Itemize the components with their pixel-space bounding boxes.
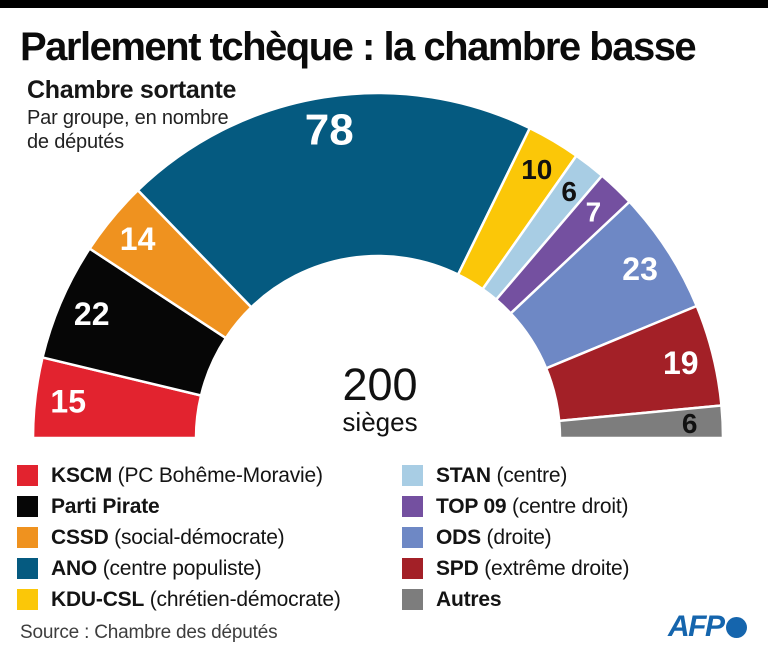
segment-value-kscm: 15 (50, 383, 86, 419)
segment-value-kdu-csl: 10 (521, 154, 552, 185)
afp-circle-icon (725, 616, 747, 638)
legend-swatch-ano (17, 558, 38, 579)
legend-swatch-spd (402, 558, 423, 579)
legend-item-kdu-csl: KDU-CSL (chrétien-démocrate) (17, 587, 341, 611)
legend-label-parti-pirate: Parti Pirate (51, 494, 160, 518)
page-title: Parlement tchèque : la chambre basse (20, 25, 697, 69)
chart-note-line1: Par groupe, en nombre (27, 107, 229, 129)
legend-item-kscm: KSCM (PC Bohême-Moravie) (17, 463, 341, 487)
segment-value-parti-pirate: 22 (74, 296, 110, 332)
legend-label-kdu-csl: KDU-CSL (chrétien-démocrate) (51, 587, 341, 611)
chart-note: Par groupe, en nombre de députés (27, 106, 229, 154)
legend-item-ano: ANO (centre populiste) (17, 556, 341, 580)
legend-swatch-top-09 (402, 496, 423, 517)
top-black-bar (0, 0, 768, 8)
segment-ano (136, 91, 532, 310)
legend-swatch-stan (402, 465, 423, 486)
legend-swatch-autres (402, 589, 423, 610)
legend-swatch-kscm (17, 465, 38, 486)
legend-label-cssd: CSSD (social-démocrate) (51, 525, 285, 549)
legend-item-spd: SPD (extrême droite) (402, 556, 630, 580)
total-seats-label: 200 sièges (300, 362, 460, 438)
legend-label-kscm: KSCM (PC Bohême-Moravie) (51, 463, 323, 487)
segment-value-cssd: 14 (120, 221, 156, 257)
legend-label-ano: ANO (centre populiste) (51, 556, 262, 580)
legend-column-right: STAN (centre) TOP 09 (centre droit) ODS (d… (402, 463, 630, 620)
segment-value-stan: 6 (561, 176, 577, 207)
segment-value-ods: 23 (622, 251, 658, 287)
chart-subtitle: Chambre sortante (27, 76, 237, 104)
segment-autres (557, 404, 725, 440)
chart-note-line2: de députés (27, 131, 124, 153)
segment-value-autres: 6 (682, 408, 698, 439)
legend-item-top-09: TOP 09 (centre droit) (402, 494, 629, 518)
total-seats-number: 200 (342, 359, 418, 410)
segment-value-top-09: 7 (586, 197, 602, 228)
legend-swatch-ods (402, 527, 423, 548)
legend-item-cssd: CSSD (social-démocrate) (17, 525, 341, 549)
legend-column-left: KSCM (PC Bohême-Moravie) Parti Pirate CSSD… (17, 463, 341, 620)
source-text: Source : Chambre des députés (20, 622, 278, 643)
legend-label-top-09: TOP 09 (centre droit) (436, 494, 629, 518)
legend-item-autres: Autres (402, 587, 629, 611)
legend-label-ods: ODS (droite) (436, 525, 552, 549)
legend-item-ods: ODS (droite) (402, 525, 629, 549)
afp-logo: AFP (668, 610, 747, 644)
segment-value-ano: 78 (305, 105, 354, 154)
legend-item-stan: STAN (centre) (402, 463, 629, 487)
legend-swatch-cssd (17, 527, 38, 548)
legend-label-autres: Autres (436, 587, 502, 611)
legend-swatch-parti-pirate (17, 496, 38, 517)
total-seats-unit: sièges (342, 407, 418, 437)
afp-logo-text: AFP (668, 610, 725, 643)
legend-label-spd: SPD (extrême droite) (436, 556, 630, 580)
legend-item-parti-pirate: Parti Pirate (17, 494, 341, 518)
legend-label-stan: STAN (centre) (436, 463, 568, 487)
segment-value-spd: 19 (663, 345, 699, 381)
legend-swatch-kdu-csl (17, 589, 38, 610)
